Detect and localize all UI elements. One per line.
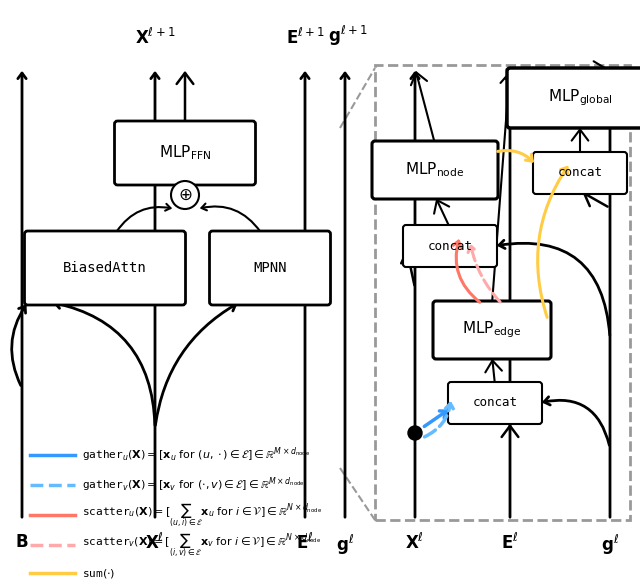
FancyBboxPatch shape xyxy=(372,141,498,199)
Text: $\mathbf{X}^{\ell+1}$: $\mathbf{X}^{\ell+1}$ xyxy=(135,28,175,48)
Text: concat: concat xyxy=(428,239,472,252)
FancyBboxPatch shape xyxy=(507,68,640,128)
Text: MPNN: MPNN xyxy=(253,261,287,275)
Circle shape xyxy=(171,181,199,209)
Text: $\mathbf{B}$: $\mathbf{B}$ xyxy=(15,533,29,551)
Text: $\mathbf{g}^{\ell+1}$: $\mathbf{g}^{\ell+1}$ xyxy=(328,24,368,48)
FancyBboxPatch shape xyxy=(24,231,186,305)
Text: $\mathtt{scatter}_u(\mathbf{X}) = [\sum_{(u,i)\in\mathcal{E}} \mathbf{x}_u\ \mat: $\mathtt{scatter}_u(\mathbf{X}) = [\sum_… xyxy=(82,502,323,529)
FancyBboxPatch shape xyxy=(433,301,551,359)
Text: $\mathtt{scatter}_v(\mathbf{X}) = [\sum_{(i,v)\in\mathcal{E}} \mathbf{x}_v\ \mat: $\mathtt{scatter}_v(\mathbf{X}) = [\sum_… xyxy=(82,532,321,559)
Text: $\mathrm{MLP}_{\mathrm{node}}$: $\mathrm{MLP}_{\mathrm{node}}$ xyxy=(406,161,465,179)
FancyBboxPatch shape xyxy=(115,121,255,185)
Text: $\mathbf{E}^{\ell}$: $\mathbf{E}^{\ell}$ xyxy=(501,533,519,553)
Text: concat: concat xyxy=(557,166,602,179)
Text: $\mathtt{gather}_u(\mathbf{X}) = [\mathbf{x}_u\ \mathrm{for}\ (u, \cdot) \in \ma: $\mathtt{gather}_u(\mathbf{X}) = [\mathb… xyxy=(82,446,310,465)
Text: $\mathtt{sum}(\cdot)$: $\mathtt{sum}(\cdot)$ xyxy=(82,566,115,580)
FancyBboxPatch shape xyxy=(533,152,627,194)
Text: concat: concat xyxy=(472,396,518,409)
FancyBboxPatch shape xyxy=(448,382,542,424)
Text: $\mathrm{MLP}_{\mathrm{global}}$: $\mathrm{MLP}_{\mathrm{global}}$ xyxy=(548,88,612,108)
Text: $\mathbf{g}^{\ell}$: $\mathbf{g}^{\ell}$ xyxy=(601,533,619,557)
Text: $\mathbf{X}^{\ell}$: $\mathbf{X}^{\ell}$ xyxy=(145,533,164,553)
Text: $\mathbf{E}^{\ell+1}$: $\mathbf{E}^{\ell+1}$ xyxy=(285,28,324,48)
Text: $\mathrm{MLP}_{\mathrm{edge}}$: $\mathrm{MLP}_{\mathrm{edge}}$ xyxy=(463,320,522,340)
Text: $\mathbf{g}^{\ell}$: $\mathbf{g}^{\ell}$ xyxy=(336,533,354,557)
Text: BiasedAttn: BiasedAttn xyxy=(63,261,147,275)
Text: $\mathtt{gather}_v(\mathbf{X}) = [\mathbf{x}_v\ \mathrm{for}\ (\cdot, v) \in \ma: $\mathtt{gather}_v(\mathbf{X}) = [\mathb… xyxy=(82,476,305,495)
Circle shape xyxy=(408,426,422,440)
Text: $\oplus$: $\oplus$ xyxy=(178,186,192,204)
Text: $\mathbf{E}^{\ell}$: $\mathbf{E}^{\ell}$ xyxy=(296,533,314,553)
Text: $\mathbf{X}^{\ell}$: $\mathbf{X}^{\ell}$ xyxy=(406,533,424,553)
FancyBboxPatch shape xyxy=(209,231,330,305)
FancyBboxPatch shape xyxy=(403,225,497,267)
Text: $\mathrm{MLP}_{\mathrm{FFN}}$: $\mathrm{MLP}_{\mathrm{FFN}}$ xyxy=(159,143,211,162)
